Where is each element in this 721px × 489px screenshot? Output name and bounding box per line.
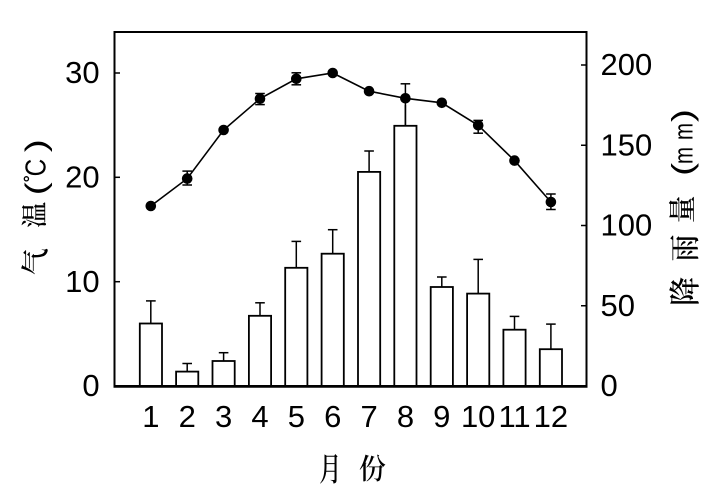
svg-text:6: 6 — [324, 399, 341, 434]
svg-text:7: 7 — [360, 399, 377, 434]
svg-text:m: m — [669, 147, 698, 164]
svg-text:4: 4 — [251, 399, 268, 434]
svg-text:3: 3 — [215, 399, 232, 434]
svg-text:5: 5 — [288, 399, 305, 434]
svg-text:100: 100 — [601, 208, 653, 243]
svg-text:200: 200 — [601, 47, 653, 82]
svg-text:(: ( — [20, 182, 53, 195]
svg-text:20: 20 — [65, 160, 99, 195]
svg-text:50: 50 — [601, 288, 635, 323]
svg-text:m: m — [669, 123, 698, 140]
svg-text:C: C — [20, 159, 52, 177]
svg-text:150: 150 — [601, 127, 653, 162]
svg-text:8: 8 — [397, 399, 414, 434]
svg-text:30: 30 — [65, 55, 99, 90]
svg-text:10: 10 — [65, 264, 99, 299]
svg-text:(: ( — [667, 162, 700, 175]
svg-text:0: 0 — [601, 368, 618, 403]
svg-text:): ) — [20, 139, 53, 152]
svg-text:1: 1 — [142, 399, 159, 434]
svg-text:10: 10 — [461, 399, 495, 434]
svg-text:11: 11 — [498, 399, 530, 434]
svg-text:9: 9 — [433, 399, 450, 434]
svg-text:2: 2 — [179, 399, 196, 434]
svg-text:0: 0 — [82, 368, 99, 403]
svg-text:): ) — [667, 109, 700, 122]
svg-text:12: 12 — [534, 399, 568, 434]
